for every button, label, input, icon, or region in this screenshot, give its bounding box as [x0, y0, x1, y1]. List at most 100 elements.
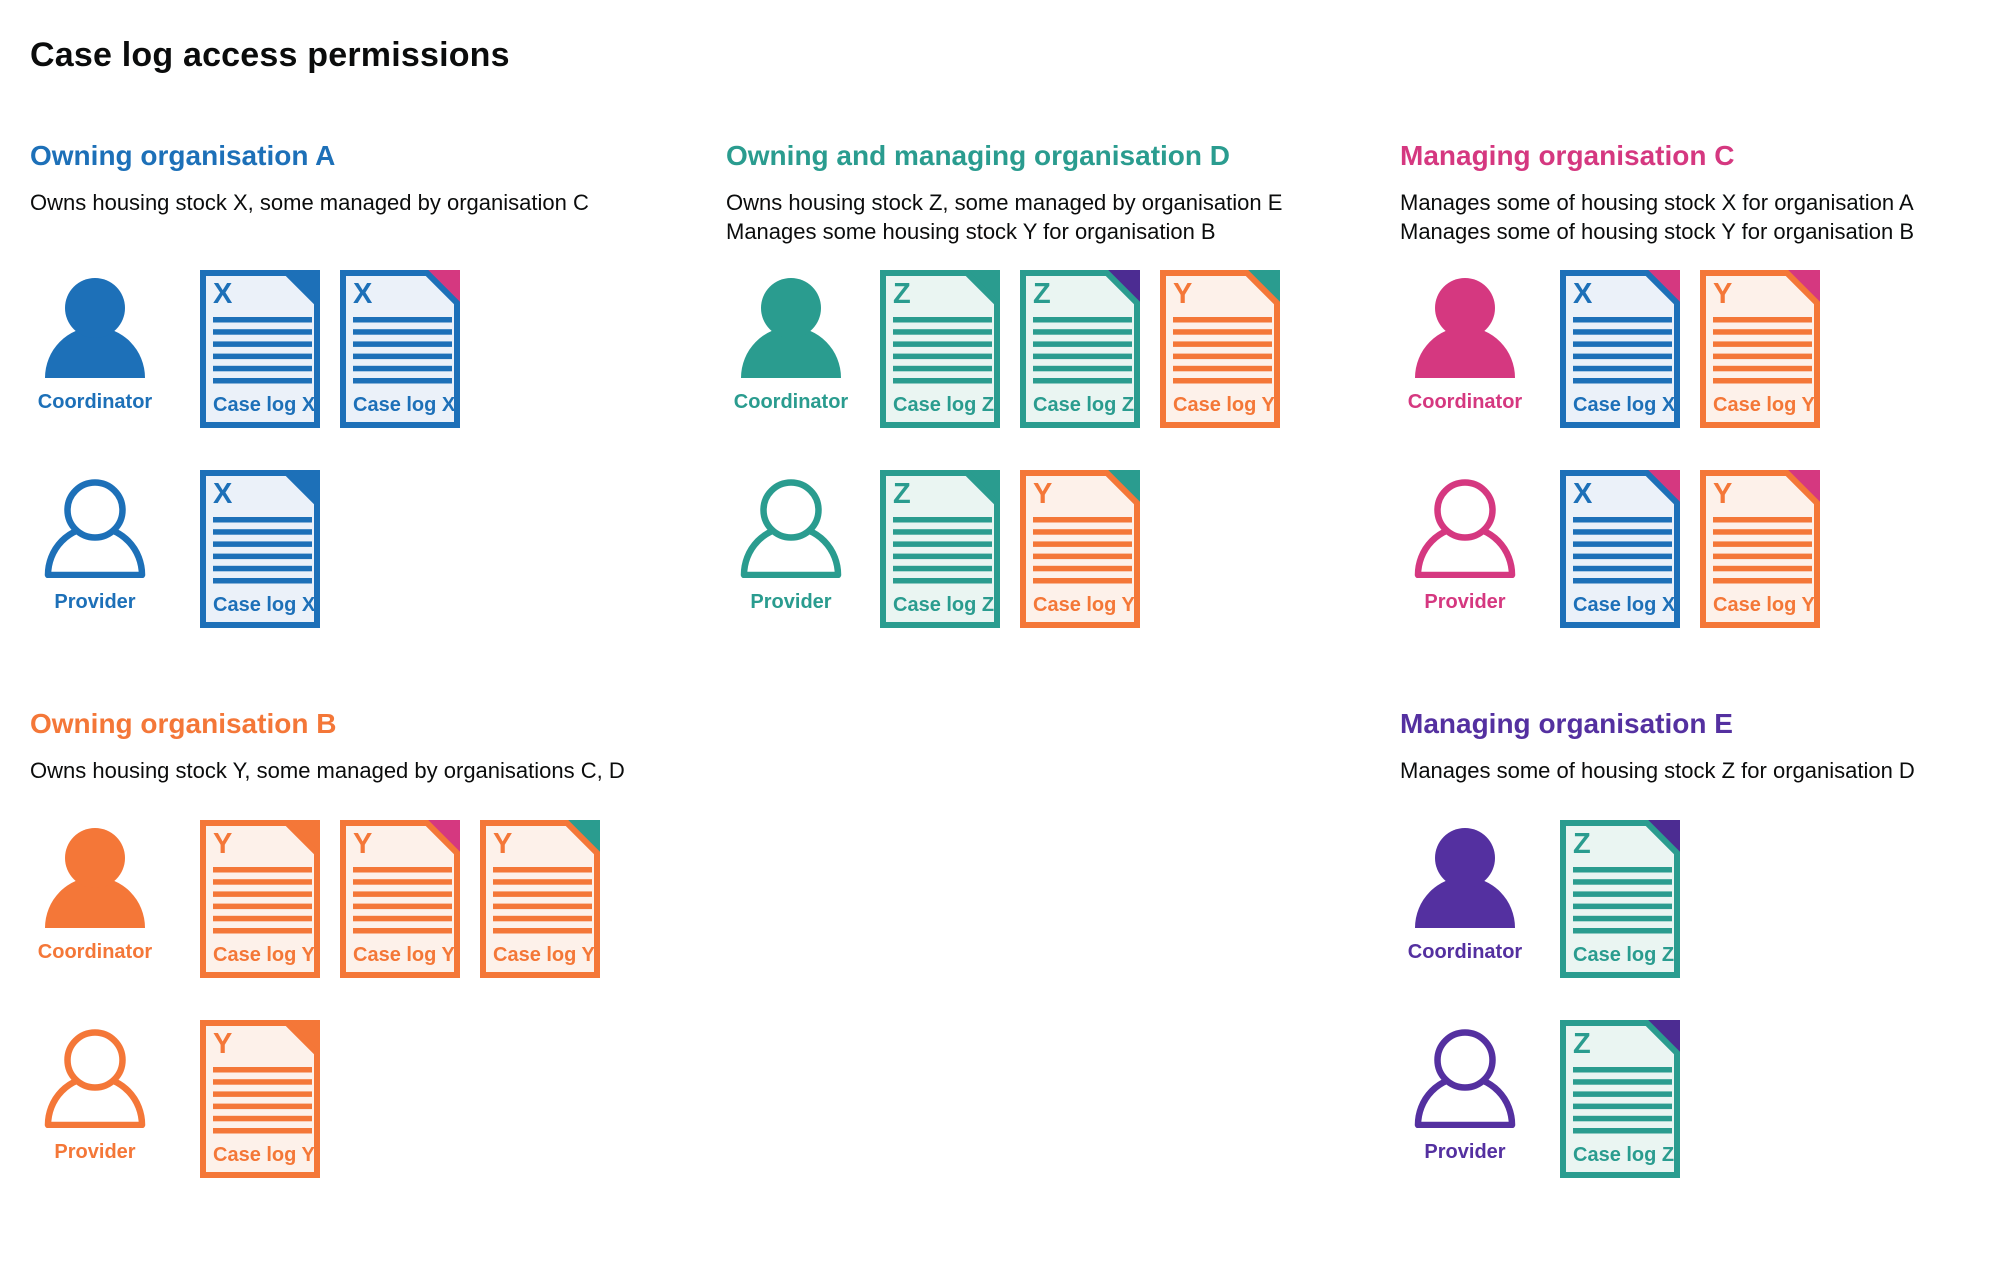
org-section-d: Owning and managing organisation D Owns h…: [726, 140, 1282, 628]
doc-text-line: [1713, 529, 1812, 535]
doc-text-line: [353, 915, 452, 922]
case-log-label: Case log X2: [1573, 394, 1680, 416]
person-role-label: Provider: [1424, 591, 1506, 613]
permission-row-provider: Provider X Case log X1: [30, 470, 320, 628]
doc-text-line: [1033, 341, 1132, 347]
provider-person-wrap: [739, 470, 843, 578]
case-log-document: Y Case log Y3: [1020, 470, 1140, 628]
person-role-label: Provider: [54, 1141, 136, 1163]
case-log-document-icon: X Case log X1: [200, 270, 320, 428]
doc-text-line: [893, 541, 992, 547]
case-log-label: Case log X2: [1573, 594, 1680, 616]
doc-text-line: [893, 578, 992, 584]
doc-list: Y Case log Y1: [200, 1020, 320, 1178]
stock-letter: Y: [213, 1028, 232, 1060]
org-description: Owns housing stock Y, some managed by or…: [30, 756, 625, 785]
doc-text-line: [1713, 353, 1812, 360]
person-body: [45, 877, 145, 928]
stock-letter: X: [213, 478, 233, 510]
doc-text-line: [1713, 578, 1812, 584]
doc-text-line: [213, 1067, 312, 1073]
case-log-document-icon: Y Case log Y2: [340, 820, 460, 978]
case-log-label: Case log Z2: [1033, 394, 1140, 416]
coordinator-icon: [45, 278, 145, 378]
person-head: [1435, 278, 1495, 338]
doc-text-line: [1033, 553, 1132, 560]
case-log-document-icon: Z Case log Z1: [880, 470, 1000, 628]
stock-letter: X: [1573, 478, 1593, 510]
org-description-line: Manages some housing stock Y for organis…: [726, 219, 1216, 244]
doc-text-line: [213, 1079, 312, 1085]
provider-cell: Provider: [1400, 470, 1530, 614]
person-role-label: Provider: [750, 591, 832, 613]
stock-letter: Y: [493, 828, 512, 860]
case-log-label: Case log Z1: [893, 394, 1000, 416]
doc-text-line: [1573, 517, 1672, 523]
coordinator-cell: Coordinator: [1400, 270, 1530, 414]
doc-text-line: [1033, 353, 1132, 360]
doc-text-line: [1033, 317, 1132, 323]
doc-text-line: [353, 317, 452, 323]
provider-icon: [1414, 479, 1516, 578]
doc-text-line: [353, 867, 452, 873]
doc-text-line: [893, 378, 992, 384]
person-role-label: Coordinator: [1407, 391, 1523, 413]
doc-text-line: [353, 891, 452, 897]
stock-letter: X: [213, 278, 233, 310]
case-log-document-icon: Y Case log Y3: [480, 820, 600, 978]
coordinator-cell: Coordinator: [726, 270, 856, 414]
org-section-b: Owning organisation B Owns housing stock …: [30, 708, 625, 1178]
stock-letter: X: [353, 278, 373, 310]
permission-row-provider: Provider X Case log X2 Y Case log Y2: [1400, 470, 1820, 628]
doc-text-line: [213, 578, 312, 584]
org-heading: Owning organisation B: [30, 708, 337, 739]
person-head: [1434, 479, 1496, 541]
coordinator-person-wrap: [43, 820, 147, 928]
org-section-a: Owning organisation A Owns housing stock …: [30, 140, 589, 628]
doc-text-line: [1573, 891, 1672, 897]
case-log-document-icon: X Case log X1: [200, 470, 320, 628]
doc-text-line: [1573, 915, 1672, 922]
person-head: [1435, 828, 1495, 888]
case-log-document-icon: Y Case log Y2: [1700, 470, 1820, 628]
doc-text-line: [1573, 928, 1672, 934]
provider-person-wrap: [1413, 1020, 1517, 1128]
stock-letter: Z: [1573, 828, 1591, 860]
paper: [1700, 270, 1820, 428]
provider-person-wrap: [1413, 470, 1517, 578]
paper: [1560, 270, 1680, 428]
doc-text-line: [353, 879, 452, 885]
org-description: Manages some of housing stock Z for orga…: [1400, 756, 1915, 785]
case-log-document: Y Case log Y3: [1160, 270, 1280, 428]
case-log-document-icon: X Case log X2: [1560, 270, 1680, 428]
person-role-label: Coordinator: [37, 941, 153, 963]
paper: [200, 470, 320, 628]
org-description-line: Manages some of housing stock Y for orga…: [1400, 219, 1915, 244]
case-log-label: Case log Y2: [353, 944, 460, 966]
doc-text-line: [893, 353, 992, 360]
doc-list: Z Case log Z2: [1560, 1020, 1680, 1178]
coordinator-icon: [1415, 828, 1515, 928]
stock-letter: Y: [353, 828, 372, 860]
doc-text-line: [493, 928, 592, 934]
doc-text-line: [353, 903, 452, 910]
doc-text-line: [1033, 517, 1132, 523]
doc-text-line: [213, 529, 312, 535]
doc-text-line: [213, 1091, 312, 1097]
case-log-document-icon: Z Case log Z2: [1560, 820, 1680, 978]
case-log-document: Y Case log Y1: [200, 820, 320, 978]
case-log-document: Y Case log Y2: [340, 820, 460, 978]
case-log-document: Z Case log Z1: [880, 470, 1000, 628]
coordinator-person-wrap: [43, 270, 147, 378]
doc-text-line: [1573, 553, 1672, 560]
stock-letter: Z: [893, 278, 911, 310]
org-description-line: Owns housing stock X, some managed by or…: [30, 190, 589, 215]
stock-letter: X: [1573, 278, 1593, 310]
person-head: [1434, 1029, 1496, 1091]
permission-row-coordinator: Coordinator Z Case log Z1 Z Case log Z2 …: [726, 270, 1280, 428]
case-log-label: Case log Y2: [1713, 394, 1820, 416]
case-log-label: Case log Z2: [1573, 944, 1680, 966]
stock-letter: Z: [893, 478, 911, 510]
case-log-document: X Case log X1: [200, 270, 320, 428]
doc-text-line: [493, 915, 592, 922]
